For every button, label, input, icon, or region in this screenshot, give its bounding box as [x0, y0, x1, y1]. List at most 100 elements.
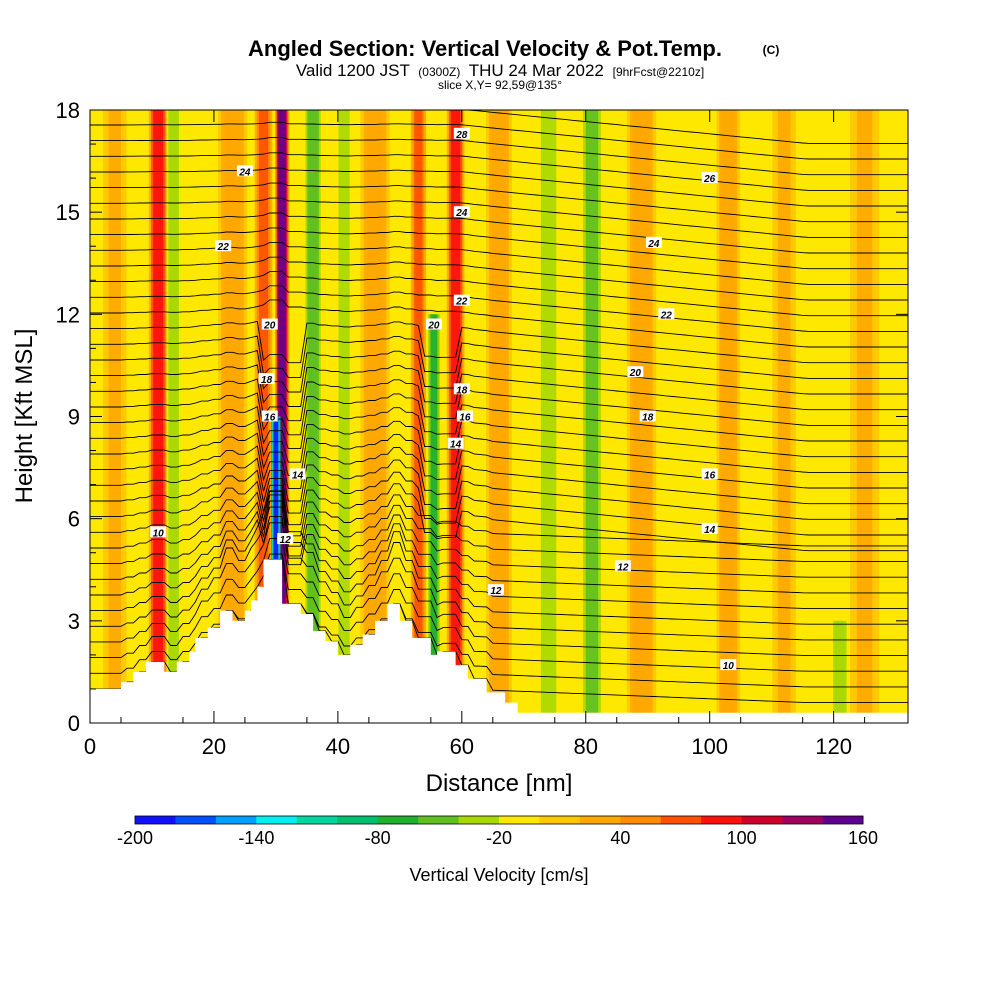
velocity-bands: [103, 110, 880, 723]
colorbar-tick-label: -140: [238, 828, 274, 848]
contour-label-bg: [425, 318, 442, 330]
theta-contour-line: [90, 320, 908, 364]
y-tick-label: 3: [68, 609, 80, 634]
y-tick: 3: [68, 609, 908, 634]
y-tick: 12: [56, 302, 908, 327]
velocity-band-strip: [338, 110, 350, 723]
x-tick-label: 100: [691, 734, 728, 759]
y-tick: 6: [68, 507, 908, 532]
contour-label: 24: [645, 236, 662, 250]
colorbar-tick-label: -20: [486, 828, 512, 848]
contour-label-bg: [701, 522, 718, 534]
colorbar-swatch: [701, 816, 743, 824]
y-tick: 9: [68, 405, 908, 430]
contour-label-text: 10: [723, 661, 735, 672]
velocity-band-strip: [169, 110, 178, 723]
contour-label: 10: [720, 659, 737, 672]
contour-label-text: 16: [704, 470, 716, 481]
contour-label-text: 24: [647, 239, 660, 250]
contour-label: 28: [453, 127, 470, 141]
valid-time-line: Valid 1200 JST (0300Z) THU 24 Mar 2022 […: [296, 61, 704, 80]
velocity-band-strip: [540, 110, 557, 723]
theta-contour-line: [90, 137, 908, 176]
theta-contour-line: [90, 182, 908, 223]
contour-label-text: 20: [427, 321, 440, 332]
velocity-band: [148, 110, 168, 723]
theta-contour-line: [90, 553, 908, 672]
contour-label-bg: [215, 240, 232, 252]
contour-label-text: 16: [264, 413, 276, 424]
contour-label-bg: [453, 206, 470, 218]
velocity-band: [360, 110, 390, 723]
x-axis: 0 20 40 60 80 100 120: [84, 110, 866, 759]
x-tick: 120: [815, 110, 852, 759]
contour-label: 14: [447, 437, 464, 451]
velocity-band-strip: [492, 110, 506, 723]
terrain: [90, 559, 908, 723]
contour-label: 22: [658, 308, 675, 321]
theta-contour-line: [90, 494, 908, 563]
terrain-fill: [90, 559, 908, 723]
contour-label-bg: [236, 165, 253, 177]
colorbar-label: Vertical Velocity [cm/s]: [409, 865, 588, 885]
contour-label-bg: [639, 410, 656, 422]
x-tick-label: 120: [815, 734, 852, 759]
contour-label-text: 28: [455, 130, 468, 141]
contour-label: 20: [261, 318, 278, 332]
contour-label: 12: [487, 584, 504, 597]
contour-labels: 10 10 12 12 12 14 14 14 16 16 16 18 18 18 20 20 20 22 22 22…: [150, 127, 737, 672]
velocity-band: [533, 110, 564, 723]
contour-label-bg: [720, 659, 737, 671]
colorbar-swatch: [256, 816, 298, 824]
velocity-band-strip: [108, 110, 121, 723]
contour-label-bg: [614, 560, 631, 572]
colorbar-swatch: [579, 816, 621, 824]
velocity-band-strip: [856, 110, 873, 723]
plot-area: [90, 110, 908, 723]
x-tick-label: 80: [574, 734, 598, 759]
velocity-band: [486, 110, 512, 723]
contour-label: 20: [627, 366, 644, 379]
contour-label: 24: [453, 206, 470, 219]
theta-contour-line: [90, 285, 908, 332]
y-tick-label: 15: [56, 200, 80, 225]
colorbar-swatch: [741, 816, 783, 824]
theta-contour-line: [90, 349, 908, 395]
valid-date: THU 24 Mar 2022: [469, 61, 604, 80]
theta-contour-line: [90, 335, 908, 379]
contour-label-text: 26: [703, 174, 716, 185]
contour-label-bg: [258, 373, 275, 385]
contour-label-bg: [701, 468, 718, 480]
y-tick-label: 12: [56, 302, 80, 327]
contour-label: 12: [277, 533, 294, 546]
y-tick-label: 9: [68, 405, 80, 430]
colorbar-swatch: [337, 816, 379, 824]
colorbar-tick-label: 40: [610, 828, 630, 848]
theta-contour-line: [90, 445, 908, 505]
contour-label-text: 24: [238, 167, 251, 178]
colorbar-tick-label: -200: [117, 828, 153, 848]
contour-label-text: 12: [280, 535, 292, 546]
x-tick-label: 40: [326, 734, 350, 759]
theta-contour-line: [90, 392, 908, 442]
velocity-band-strip: [309, 110, 318, 723]
contour-label-bg: [701, 172, 718, 184]
colorbar-tick-label: 100: [727, 828, 757, 848]
contour-label-bg: [627, 366, 644, 378]
theta-contour-line: [90, 227, 908, 270]
contour-label-text: 14: [450, 440, 462, 451]
contour-label-text: 22: [660, 310, 673, 321]
colorbar-tick-label: -80: [365, 828, 391, 848]
colorbar-swatch: [822, 816, 864, 824]
x-tick-label: 60: [450, 734, 474, 759]
theta-contour-line: [90, 152, 908, 191]
theta-contour-line: [90, 516, 908, 594]
theta-contour-line: [90, 457, 908, 520]
contour-label: 20: [425, 318, 442, 332]
velocity-band: [166, 110, 181, 723]
colorbar-swatch: [215, 816, 257, 824]
theta-contour-line: [90, 256, 908, 301]
contour-label-text: 10: [153, 528, 165, 539]
colorbar-swatch: [458, 816, 500, 824]
